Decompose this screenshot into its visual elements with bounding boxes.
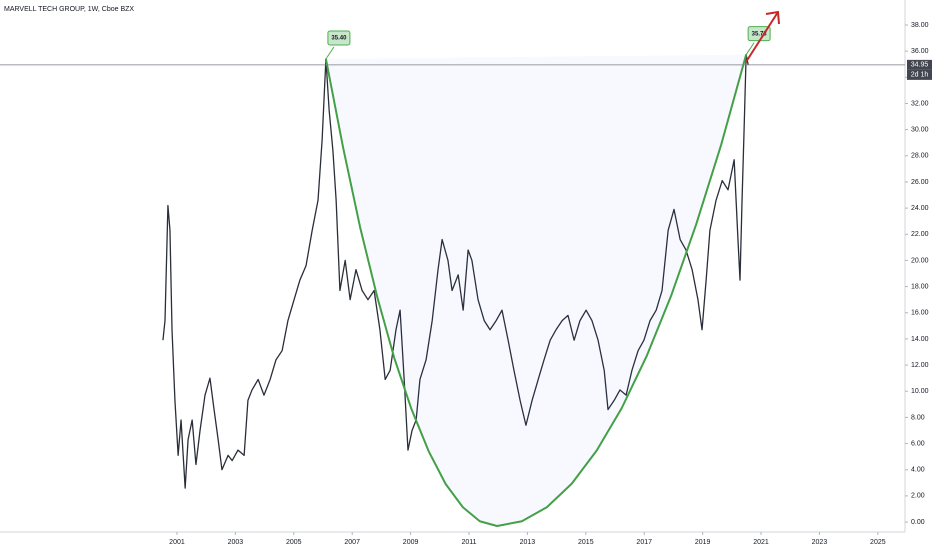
y-tick-label: 22.00 — [911, 231, 929, 238]
y-tick-label: 2.00 — [911, 493, 925, 500]
y-tick-label: 28.00 — [911, 153, 929, 160]
chart-title: MARVELL TECH GROUP, 1W, Cboe BZX — [4, 6, 134, 13]
x-tick-label: 2003 — [228, 539, 244, 546]
y-tick-label: 20.00 — [911, 257, 929, 264]
plot: 0.00 2.00 4.00 6.00 8.00 10.00 12.00 14.00 16.00… — [0, 22, 932, 546]
x-tick-label: 2001 — [169, 539, 185, 546]
y-tick-label: 38.00 — [911, 22, 929, 29]
y-tick-label: 30.00 — [911, 126, 929, 133]
y-tick-label: 6.00 — [911, 440, 925, 447]
x-tick-label: 2013 — [520, 539, 536, 546]
x-tick-label: 2007 — [344, 539, 360, 546]
arrow-shaft — [745, 11, 779, 63]
countdown-label: 2d 1h — [911, 72, 929, 79]
x-tick-label: 2023 — [812, 539, 828, 546]
y-tick-label: 36.00 — [911, 48, 929, 55]
cup-fill — [325, 54, 747, 526]
x-tick-label: 2017 — [636, 539, 652, 546]
x-tick-label: 2011 — [461, 539, 476, 546]
arrow-head — [765, 10, 780, 25]
y-tick-label: 32.00 — [911, 100, 929, 107]
y-tick-label: 26.00 — [911, 179, 929, 186]
y-tick-label: 12.00 — [911, 362, 929, 369]
annotation-label: 35.73 — [752, 31, 768, 37]
y-tick-label: 14.00 — [911, 336, 929, 343]
price-label: 34.95 — [911, 62, 929, 69]
x-tick-label: 2019 — [695, 539, 711, 546]
y-tick-label: 0.00 — [911, 519, 925, 526]
x-tick-label: 2009 — [403, 539, 419, 546]
annotation-pointer — [745, 42, 755, 55]
y-tick-label: 8.00 — [911, 414, 925, 421]
y-tick-label: 24.00 — [911, 205, 929, 212]
countdown-box — [907, 69, 932, 80]
x-tick-label: 2025 — [870, 539, 886, 546]
annotation-pointer — [325, 46, 335, 60]
cup-curve — [324, 54, 748, 527]
trend-arrow — [745, 10, 780, 63]
annotation-box — [327, 30, 351, 46]
x-tick-label: 2021 — [753, 539, 769, 546]
y-tick-label: 4.00 — [911, 467, 925, 474]
y-tick-label: 10.00 — [911, 388, 929, 395]
y-tick-label: 16.00 — [911, 310, 929, 317]
price-label-box — [907, 59, 932, 70]
x-tick-label: 2015 — [578, 539, 594, 546]
annotation-label: 35.40 — [331, 36, 347, 42]
x-tick-label: 2005 — [286, 539, 302, 546]
price-line — [162, 54, 749, 489]
y-tick-label: 18.00 — [911, 283, 929, 290]
